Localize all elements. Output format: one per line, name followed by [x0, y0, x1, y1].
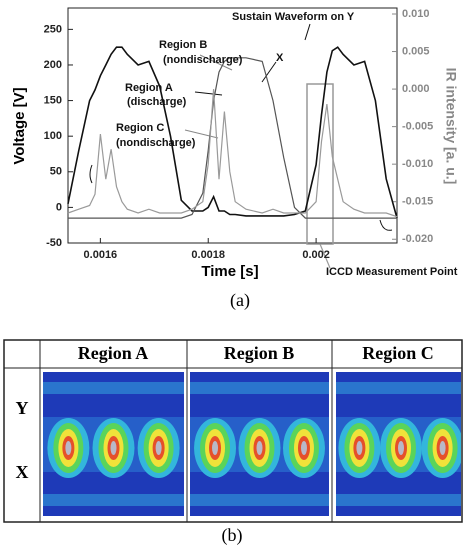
y-tick-label: 50 — [50, 166, 62, 178]
column-header: Region A — [78, 343, 149, 363]
plot-frame — [67, 7, 398, 244]
x-tick-label: 0.0016 — [84, 249, 118, 261]
series-line — [67, 46, 398, 219]
x-axis-label: Time [s] — [201, 263, 258, 280]
band — [336, 382, 461, 394]
y2-tick-label: 0.005 — [402, 45, 430, 57]
annotation: ICCD Measurement Point — [326, 266, 458, 278]
annotation: X — [276, 52, 284, 64]
series-line — [68, 57, 397, 219]
y2-tick-label: -0.005 — [402, 121, 433, 133]
column-header: Region B — [224, 343, 295, 363]
band — [190, 382, 329, 394]
figure-b: Region A Region B Region C Y X (b) — [3, 339, 463, 546]
annotation: Region B — [159, 39, 207, 51]
annotation: (discharge) — [127, 96, 187, 108]
annotation: Sustain Waveform on Y — [232, 11, 355, 23]
band — [190, 494, 329, 506]
table-frame — [3, 339, 463, 523]
blob — [398, 441, 404, 455]
y2-tick-label: 0.010 — [402, 8, 430, 20]
blob — [356, 441, 363, 455]
blob — [155, 441, 162, 455]
panel-label: (a) — [230, 290, 250, 311]
column-header: Region C — [362, 343, 434, 363]
y-axis-label: Voltage [V] — [11, 87, 28, 164]
y-tick-label: 0 — [56, 201, 62, 213]
annotation: (nondischarge) — [163, 54, 243, 66]
arrows — [89, 23, 393, 231]
blob — [256, 441, 263, 455]
y-tick-label: 200 — [44, 59, 62, 71]
band — [43, 494, 184, 506]
blob — [300, 441, 307, 455]
annotation: (nondischarge) — [116, 137, 196, 149]
y2-tick-label: 0.000 — [402, 83, 430, 95]
blob — [439, 441, 446, 455]
blob — [65, 441, 72, 455]
blob — [110, 441, 117, 455]
callout — [319, 243, 331, 269]
band — [336, 494, 461, 506]
y2-tick-label: -0.015 — [402, 196, 433, 208]
chart-a: Time [s] Voltage [V] IR intensity [a. u.… — [11, 7, 459, 311]
series-line — [67, 89, 398, 218]
y-tick-label: 250 — [44, 23, 62, 35]
x-tick-label: 0.0018 — [191, 249, 225, 261]
row-header: X — [16, 462, 29, 482]
annotation: Region A — [125, 82, 173, 94]
y-tick-label: -50 — [46, 237, 62, 249]
annotation: Region C — [116, 122, 164, 134]
band — [43, 382, 184, 394]
y2-tick-label: -0.020 — [402, 233, 433, 245]
x-tick-label: 0.002 — [302, 249, 330, 261]
blob — [212, 441, 219, 455]
y-tick-label: 150 — [44, 94, 62, 106]
y-tick-label: 100 — [44, 130, 62, 142]
y2-tick-label: -0.010 — [402, 158, 433, 170]
panel-label: (b) — [222, 525, 243, 546]
images — [43, 372, 461, 516]
row-header: Y — [16, 398, 29, 418]
y2-axis-label: IR intensity [a. u.] — [443, 68, 459, 185]
